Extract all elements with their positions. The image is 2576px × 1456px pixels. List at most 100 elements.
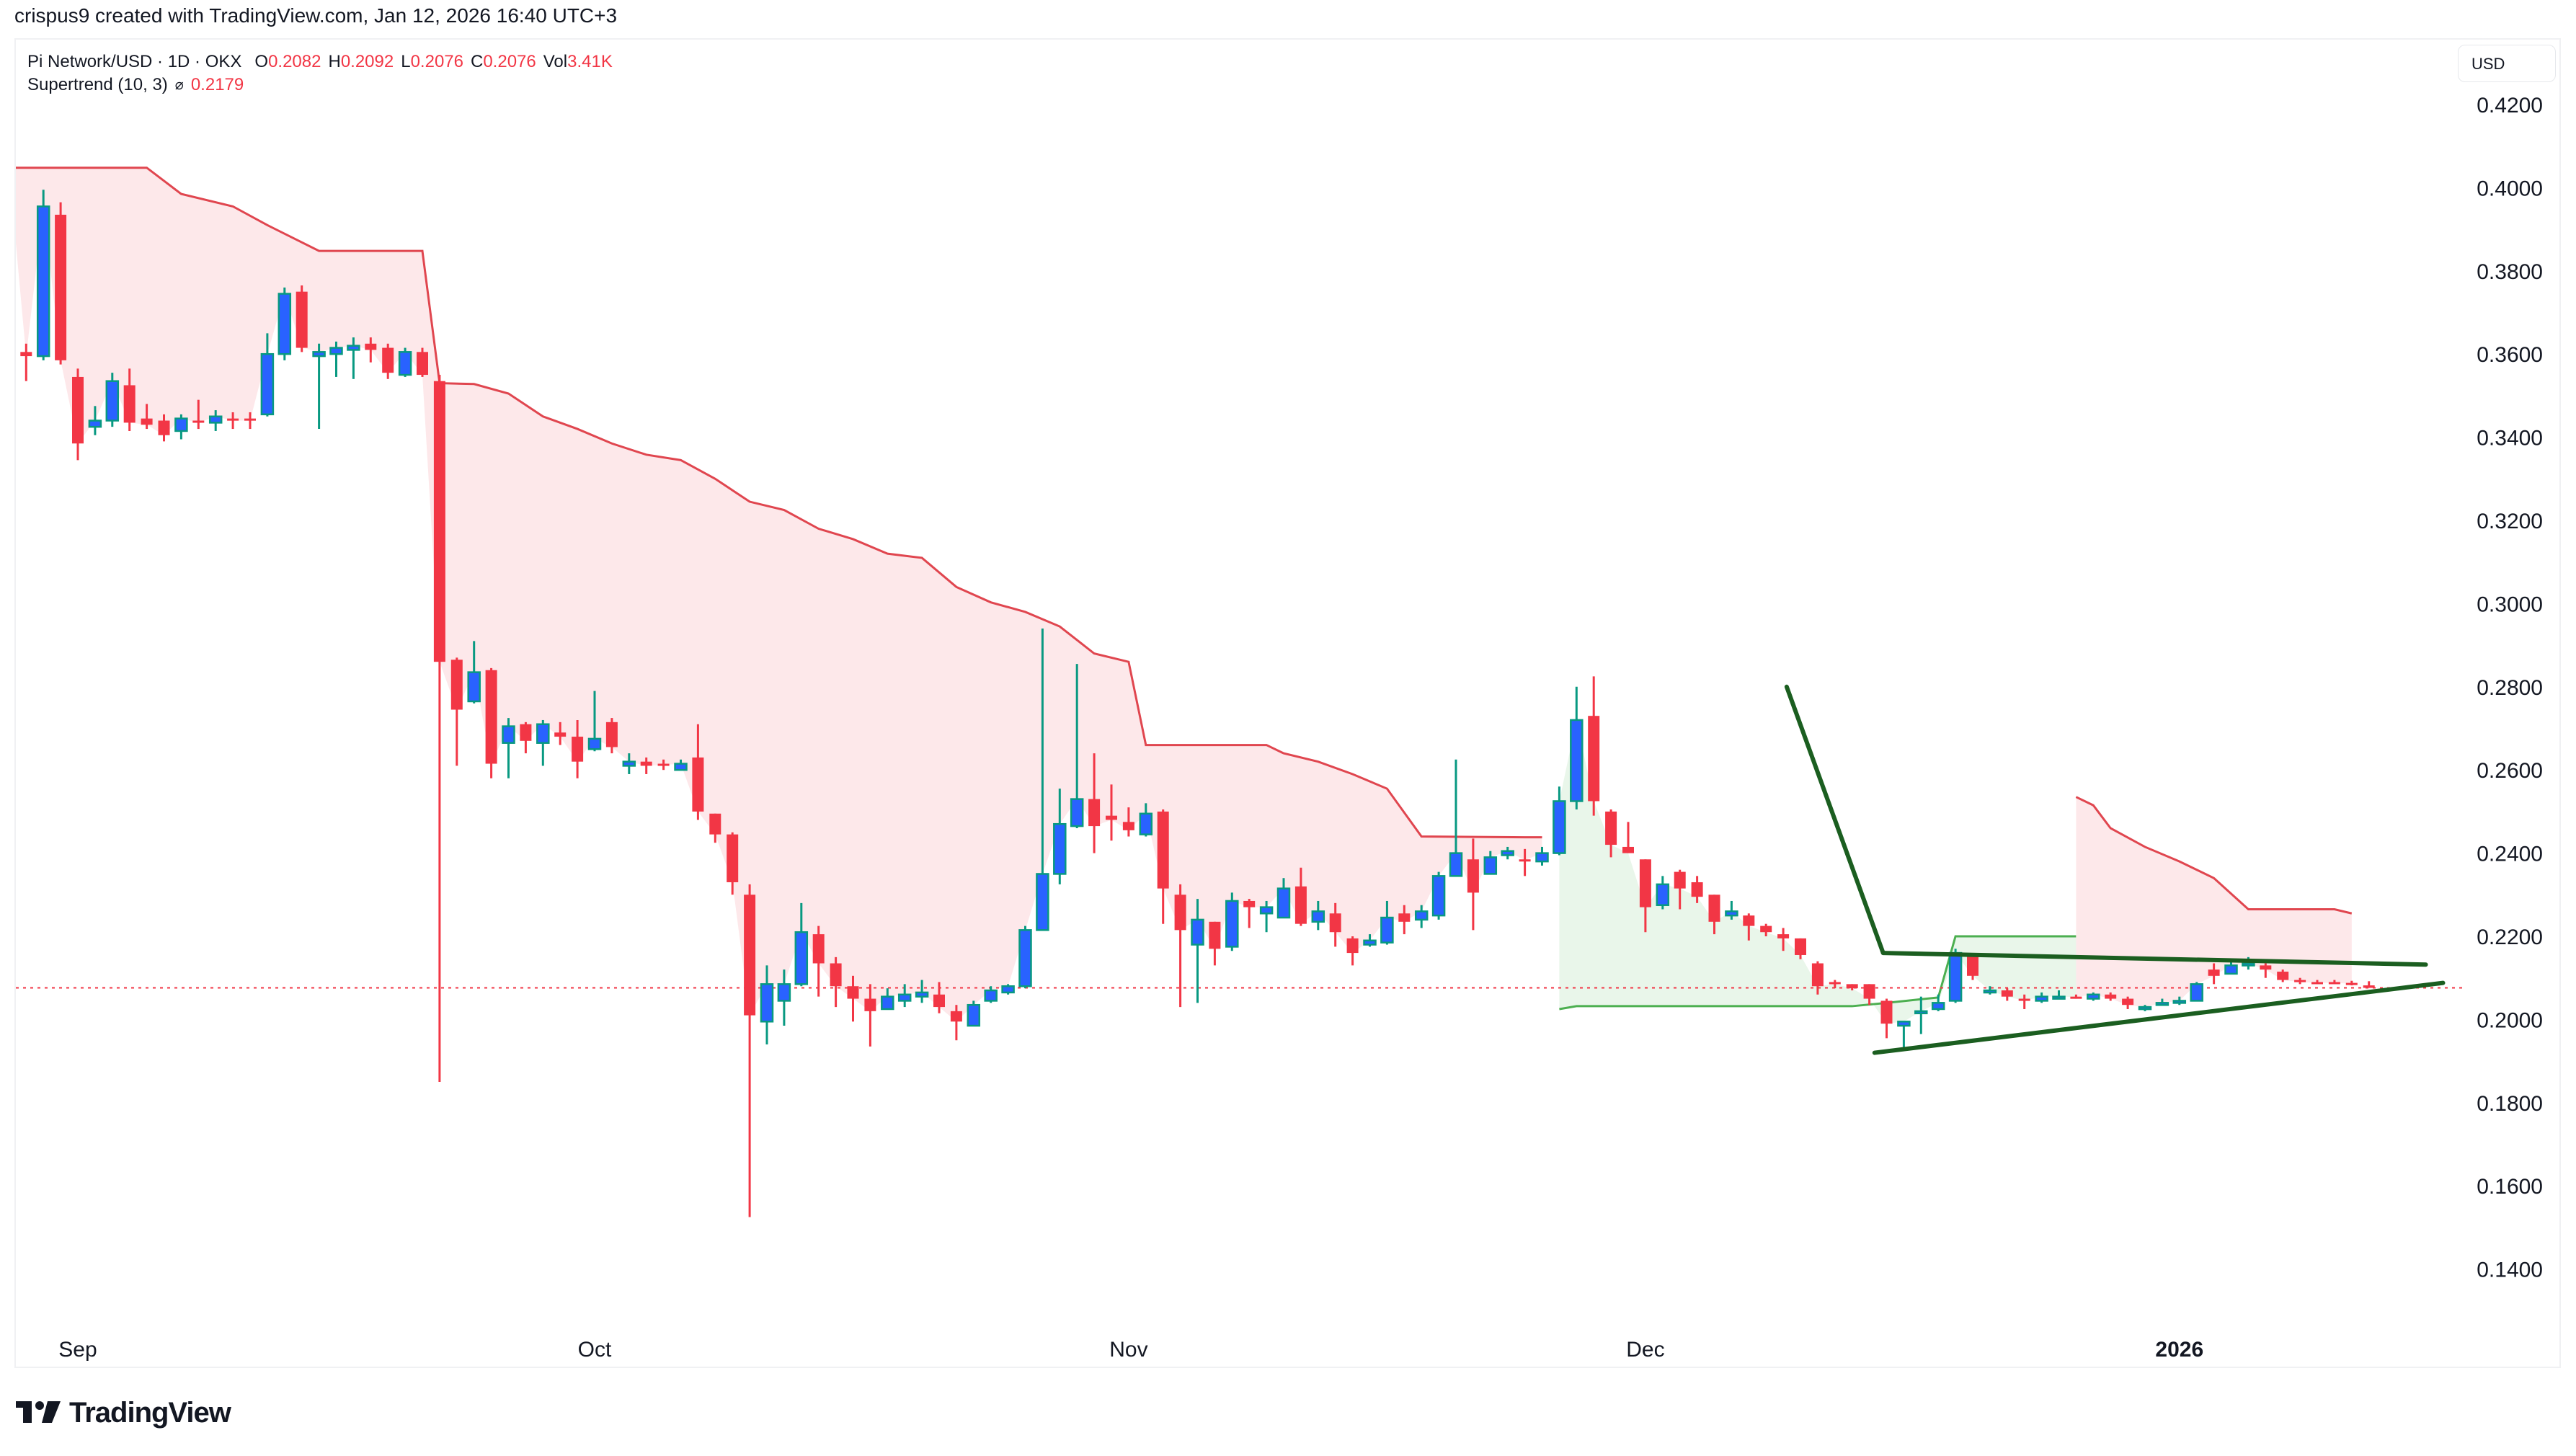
candle-body bbox=[88, 420, 102, 428]
candle-body bbox=[329, 347, 343, 355]
candle bbox=[674, 759, 688, 771]
candle-body bbox=[2052, 995, 2066, 1000]
candle-body bbox=[1914, 1010, 1928, 1015]
candle-body bbox=[933, 994, 945, 1008]
candle-body bbox=[1346, 938, 1359, 954]
candle-body bbox=[1483, 856, 1498, 875]
price-tick-label: 0.2800 bbox=[2477, 676, 2543, 700]
candle bbox=[692, 724, 704, 820]
candle bbox=[897, 984, 912, 1008]
candle bbox=[2087, 992, 2100, 1001]
candle-body bbox=[1276, 887, 1291, 919]
candle bbox=[1931, 994, 1945, 1011]
open-label: O bbox=[254, 52, 269, 71]
candle bbox=[1897, 1021, 1911, 1049]
currency-button[interactable]: USD bbox=[2458, 45, 2556, 82]
candle-body bbox=[1036, 873, 1049, 931]
candle-body bbox=[1777, 934, 1790, 938]
candle bbox=[1449, 759, 1463, 877]
chart-credit: crispus9 created with TradingView.com, J… bbox=[14, 4, 618, 27]
time-tick-label: Dec bbox=[1626, 1338, 1664, 1362]
price-tick-label: 0.2400 bbox=[2477, 843, 2543, 866]
candle-body bbox=[1018, 929, 1032, 987]
candle bbox=[1467, 838, 1479, 931]
candle bbox=[1983, 986, 1997, 995]
candle bbox=[1829, 980, 1841, 989]
decline-line-trendline[interactable] bbox=[1784, 684, 1886, 956]
candle bbox=[1414, 905, 1429, 928]
candle-body bbox=[1605, 811, 1617, 845]
candle bbox=[244, 412, 256, 430]
candle bbox=[1570, 686, 1584, 810]
indicator-label[interactable]: Supertrend (10, 3) bbox=[27, 75, 168, 94]
price-axis[interactable]: 0.4200 0.4000 0.3800 0.3600 0.3400 0.3200 0.30… bbox=[2477, 94, 2543, 1282]
candle-body bbox=[1674, 871, 1686, 889]
candle-body bbox=[1829, 982, 1841, 985]
candle bbox=[105, 373, 120, 427]
candle-body bbox=[208, 415, 223, 424]
price-tick-label: 0.2000 bbox=[2477, 1008, 2543, 1032]
candle bbox=[1122, 807, 1134, 837]
candle-body bbox=[2345, 982, 2358, 985]
candle-body bbox=[36, 205, 50, 358]
candle bbox=[312, 343, 326, 430]
symbol-label[interactable]: Pi Network/USD · 1D · OKX bbox=[27, 52, 242, 71]
candle-body bbox=[1311, 910, 1325, 923]
tradingview-logo[interactable]: TradingView bbox=[16, 1397, 231, 1429]
candle bbox=[1948, 949, 1963, 1003]
candle bbox=[1346, 936, 1359, 966]
candle bbox=[72, 368, 84, 461]
candle bbox=[1380, 900, 1394, 945]
candle-body bbox=[485, 670, 497, 764]
candle bbox=[1880, 998, 1893, 1039]
candle-body bbox=[296, 291, 308, 348]
candle-body bbox=[2018, 998, 2030, 1001]
candle bbox=[640, 757, 652, 774]
candle-body bbox=[2260, 965, 2272, 970]
price-tick-label: 0.3600 bbox=[2477, 343, 2543, 367]
candle-body bbox=[572, 737, 584, 762]
candle bbox=[777, 969, 791, 1026]
high-label: H bbox=[328, 52, 341, 71]
candle bbox=[417, 347, 428, 377]
candle-body bbox=[622, 760, 636, 767]
candle bbox=[2018, 994, 2030, 1009]
candle-body bbox=[244, 418, 256, 421]
candle bbox=[1863, 984, 1875, 1006]
close-label: C bbox=[470, 52, 484, 71]
lower-triangle-trendline[interactable] bbox=[1872, 980, 2446, 1055]
candle-body bbox=[105, 380, 120, 422]
indicator-hidden-icon[interactable]: ⌀ bbox=[174, 77, 184, 93]
candle-body bbox=[277, 293, 292, 355]
candle-body bbox=[1622, 846, 1634, 853]
time-tick-label: Nov bbox=[1109, 1338, 1147, 1362]
candle-body bbox=[502, 725, 515, 744]
candle bbox=[55, 202, 67, 365]
candle bbox=[1070, 664, 1084, 828]
candle bbox=[1243, 899, 1256, 928]
chart-legend: Pi Network/USD · 1D · OKX O0.2082 H0.209… bbox=[27, 50, 613, 97]
candle-body bbox=[1519, 859, 1531, 862]
candle-body bbox=[2224, 964, 2238, 975]
candle bbox=[1743, 913, 1755, 941]
candle-body bbox=[2035, 995, 2048, 1002]
candle-body bbox=[1863, 984, 1875, 999]
trendlines[interactable] bbox=[1784, 684, 2446, 1055]
candle-body bbox=[382, 347, 394, 373]
candle bbox=[2224, 961, 2238, 975]
close-value: 0.2076 bbox=[483, 52, 536, 71]
time-axis[interactable]: Sep Oct Nov Dec 2026 bbox=[58, 1338, 2203, 1362]
candle-body bbox=[2277, 972, 2289, 980]
candle-body bbox=[967, 1003, 981, 1027]
price-tick-label: 0.3400 bbox=[2477, 427, 2543, 450]
candle-body bbox=[2242, 962, 2255, 967]
candle bbox=[36, 190, 50, 360]
candle-body bbox=[727, 834, 739, 882]
price-tick-label: 0.2600 bbox=[2477, 759, 2543, 783]
candle-body bbox=[2105, 994, 2117, 999]
upper-triangle-trendline[interactable] bbox=[1880, 951, 2428, 967]
candle-body bbox=[55, 214, 67, 360]
candle bbox=[657, 759, 670, 771]
candle-body bbox=[709, 813, 721, 835]
